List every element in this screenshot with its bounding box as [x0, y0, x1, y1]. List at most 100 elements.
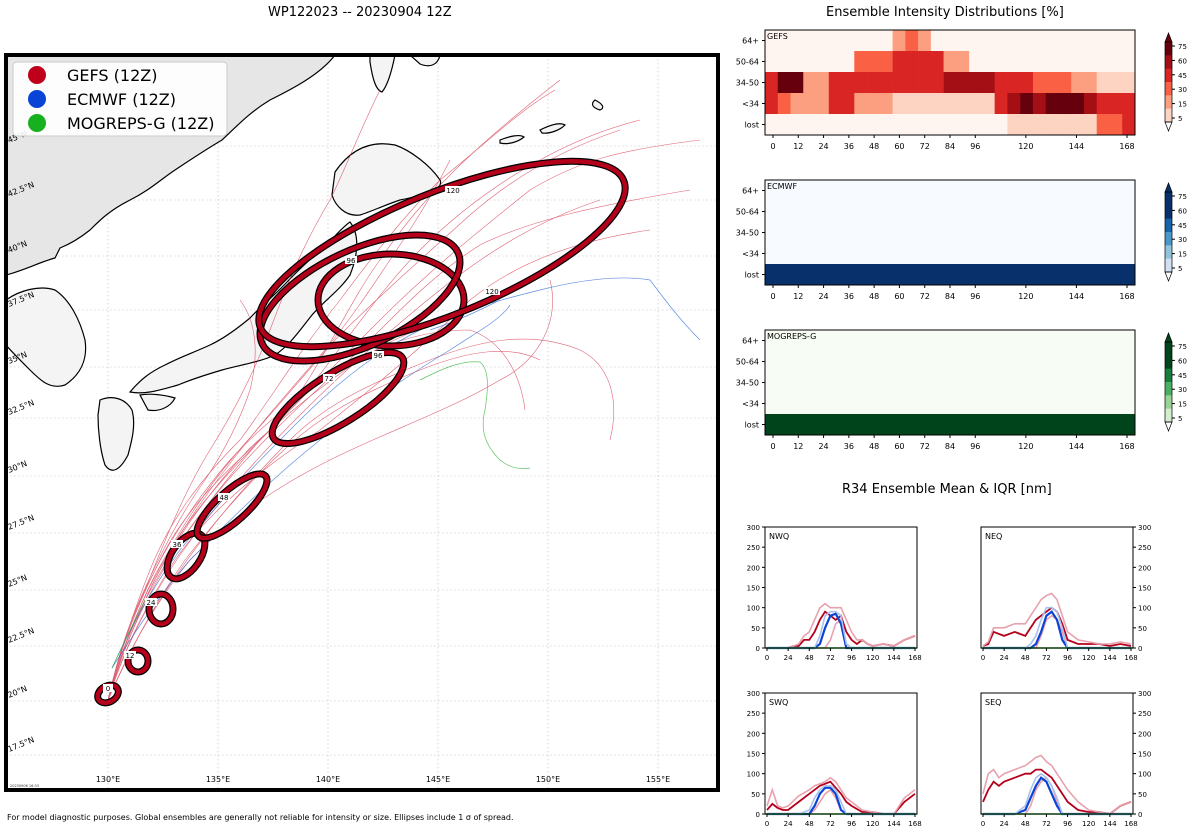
- r34-x-tick: 144: [1103, 820, 1117, 828]
- heat-x-tick: 24: [818, 292, 828, 301]
- legend-mogreps-label: MOGREPS-G (12Z): [67, 114, 214, 133]
- heat-cell: [994, 30, 1008, 52]
- lon-label: 135°E: [206, 775, 230, 784]
- heat-cell: [765, 393, 1136, 415]
- heat-cell: [1045, 114, 1059, 136]
- r34-y-tick: 200: [747, 730, 760, 738]
- colorbar-tick: 75: [1178, 193, 1187, 201]
- heat-cell: [816, 93, 830, 115]
- heat-cell: [841, 51, 855, 73]
- heat-cell: [1007, 114, 1021, 136]
- heat-cell: [1007, 72, 1021, 94]
- colorbar-gefs: 75 60 45 30 15 5: [1164, 32, 1187, 132]
- heat-cell: [1083, 51, 1098, 73]
- heat-cell: [1058, 51, 1072, 73]
- heat-cell: [1122, 93, 1136, 115]
- r34-y-tick: 250: [747, 710, 760, 718]
- heat-cell: [969, 30, 983, 52]
- heat-x-tick: 168: [1119, 292, 1134, 301]
- colorbar-tick: 15: [1178, 401, 1187, 409]
- heat-cell: [1032, 72, 1046, 94]
- r34-series-ecmwf-mean: [983, 776, 1131, 816]
- heat-cell: [816, 30, 830, 52]
- mogreps-member-tracks: [111, 361, 531, 669]
- main-title: WP122023 -- 20230904 12Z: [268, 5, 452, 20]
- heat-cell: [1032, 93, 1046, 115]
- heat-cell: [1122, 114, 1136, 136]
- heat-cell: [765, 414, 1136, 436]
- colorbar-mogreps-g: 75 60 45 30 15 5: [1164, 332, 1187, 432]
- colorbar-segment: [1165, 382, 1172, 396]
- heat-row-label: <34: [742, 100, 759, 109]
- r34-x-tick: 48: [805, 654, 814, 662]
- heat-x-tick: 144: [1069, 292, 1084, 301]
- label-48h: 48: [218, 493, 230, 502]
- r34-x-tick: 168: [908, 654, 921, 662]
- r34-series-ecmwf-mean: [983, 610, 1131, 650]
- heat-row-label: 64+: [742, 187, 759, 196]
- colorbar-tick: 45: [1178, 372, 1187, 380]
- r34-series-gefs-upper: [982, 754, 1132, 815]
- ellipse-label-48: 48: [220, 494, 229, 502]
- lon-label: 150°E: [536, 775, 560, 784]
- heat-cell: [918, 114, 932, 136]
- r34-y-tick: 150: [1138, 585, 1151, 593]
- heat-cell: [765, 30, 779, 52]
- heat-cell: [892, 93, 906, 115]
- heat-cell: [943, 114, 957, 136]
- heat-cell: [1020, 51, 1034, 73]
- heat-cell: [841, 93, 855, 115]
- heat-row-label: 50-64: [736, 208, 759, 217]
- heat-cell: [956, 93, 970, 115]
- colorbar-segment: [1165, 395, 1172, 409]
- r34-y-tick: 300: [1138, 524, 1151, 532]
- colorbar-segment: [1165, 42, 1172, 56]
- heat-x-tick: 36: [844, 442, 854, 451]
- r34-x-tick: 96: [1063, 654, 1072, 662]
- r34-y-tick: 300: [747, 690, 760, 698]
- heat-x-tick: 168: [1119, 442, 1134, 451]
- r34-y-tick: 50: [751, 625, 760, 633]
- legend-gefs-marker: [28, 66, 46, 84]
- heat-cell: [1007, 30, 1021, 52]
- heat-cell: [892, 51, 906, 73]
- heat-x-tick: 0: [770, 292, 775, 301]
- heat-cell: [867, 51, 881, 73]
- colorbar-segment: [1165, 108, 1172, 123]
- legend-ecmwf-label: ECMWF (12Z): [67, 90, 176, 109]
- heat-cell: [1083, 114, 1098, 136]
- heat-cell: [1007, 93, 1021, 115]
- r34-y-tick: 200: [747, 564, 760, 572]
- r34-x-tick: 168: [1124, 654, 1137, 662]
- r34-x-tick: 168: [1124, 820, 1137, 828]
- r34-x-tick: 96: [847, 654, 856, 662]
- heat-cell: [803, 93, 817, 115]
- heat-cell: [765, 351, 1136, 373]
- heat-cell: [879, 72, 893, 94]
- heat-row-label: 34-50: [736, 379, 759, 388]
- heat-cell: [803, 114, 817, 136]
- heat-cell: [790, 72, 804, 94]
- heat-cell: [854, 30, 868, 52]
- colorbar-tick: 5: [1178, 265, 1182, 273]
- heat-cell: [1109, 30, 1123, 52]
- heat-cell: [854, 51, 868, 73]
- r34-x-tick: 72: [1042, 820, 1051, 828]
- colorbar-min-arrow: [1164, 271, 1173, 282]
- heat-row-label: lost: [745, 121, 759, 130]
- heat-x-tick: 168: [1119, 142, 1134, 151]
- heat-cell: [765, 330, 1136, 352]
- heat-row-label: 64+: [742, 337, 759, 346]
- heat-x-tick: 120: [1018, 292, 1033, 301]
- r34-x-tick: 120: [1082, 654, 1095, 662]
- ellipse-label-0: 0: [106, 685, 110, 693]
- r34-y-tick: 0: [1138, 811, 1142, 819]
- heat-cell: [879, 30, 893, 52]
- heat-cell: [994, 51, 1008, 73]
- heat-cell: [918, 72, 932, 94]
- heat-cell: [1122, 72, 1136, 94]
- heat-cell: [1071, 30, 1085, 52]
- r34-x-tick: 144: [1103, 654, 1117, 662]
- colorbar-tick: 45: [1178, 222, 1187, 230]
- heat-cell: [1122, 51, 1136, 73]
